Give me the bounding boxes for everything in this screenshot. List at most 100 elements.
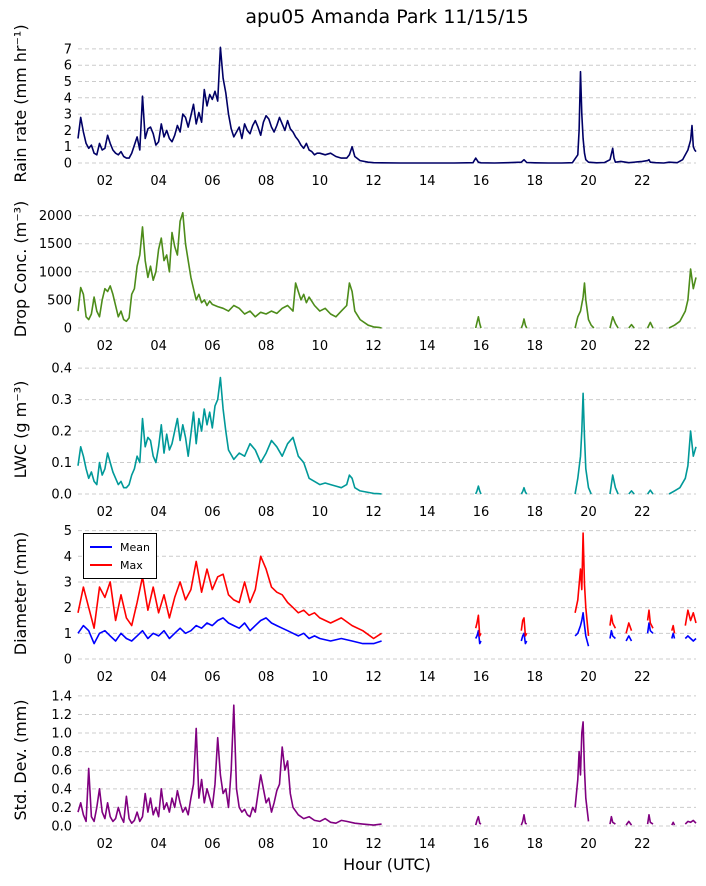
legend-entry-mean: Mean	[90, 538, 150, 556]
diam-series-mean-segment	[671, 632, 676, 639]
diam-series-max-segment	[520, 617, 528, 637]
lwc-xtick-label: 12	[365, 505, 382, 520]
std-ytick-label: 1.4	[51, 689, 72, 704]
diam-series-max-segment	[474, 614, 482, 637]
lwc-xtick-label: 16	[473, 505, 490, 520]
std-series-line-segment	[646, 813, 654, 825]
lwc-series-line-segment	[609, 474, 619, 495]
rain-y-axis-label: Rain rate (mm hr⁻¹)	[11, 24, 30, 182]
legend-entry-max: Max	[90, 556, 150, 574]
x-axis-label: Hour (UTC)	[343, 855, 431, 874]
diam-xtick-label: 18	[527, 670, 544, 685]
diam-series-max-segment	[684, 609, 697, 626]
conc-series-line-segment	[668, 268, 697, 329]
conc-ytick-label: 1500	[39, 237, 72, 252]
rain-xtick-label: 22	[634, 174, 651, 189]
conc-ytick-label: 2000	[39, 209, 72, 224]
std-series-line-segment	[671, 821, 676, 826]
std-xtick-label: 16	[473, 837, 490, 852]
conc-series-line-segment	[646, 321, 654, 329]
rain-xtick-label: 06	[204, 174, 221, 189]
diam-series-max-segment	[77, 555, 383, 640]
std-xtick-label: 02	[97, 837, 114, 852]
lwc-xtick-label: 14	[419, 505, 436, 520]
std-series-line-segment	[684, 819, 697, 825]
conc-xtick-label: 18	[527, 339, 544, 354]
rain-xtick-label: 12	[365, 174, 382, 189]
std-series-line-segment	[574, 721, 590, 822]
lwc-series-line-segment	[574, 392, 592, 495]
conc-xtick-label: 10	[312, 339, 329, 354]
std-xtick-label: 18	[527, 837, 544, 852]
diam-series-mean-segment	[574, 611, 590, 647]
rain-xtick-label: 10	[312, 174, 329, 189]
conc-xtick-label: 08	[258, 339, 275, 354]
lwc-series-line-segment	[668, 430, 697, 495]
std-xtick-label: 14	[419, 837, 436, 852]
diam-series-max-segment	[646, 609, 654, 629]
std-ytick-label: 0.6	[51, 764, 72, 779]
lwc-xtick-label: 20	[580, 505, 597, 520]
conc-series-line-segment	[574, 282, 595, 329]
lwc-ytick-label: 0.3	[51, 393, 72, 408]
lwc-ytick-label: 0.1	[51, 456, 72, 471]
conc-xtick-label: 16	[473, 339, 490, 354]
std-ytick-label: 0.0	[51, 820, 72, 835]
diam-ytick-label: 3	[64, 575, 72, 590]
std-ytick-label: 1.2	[51, 708, 72, 723]
rain-xtick-label: 02	[97, 174, 114, 189]
lwc-ytick-label: 0.2	[51, 425, 72, 440]
rain-ytick-label: 7	[64, 42, 72, 57]
lwc-ytick-label: 0.4	[51, 362, 72, 377]
diam-series-max-segment	[625, 622, 633, 634]
diam-y-axis-label: Diameter (mm)	[11, 532, 30, 655]
lwc-series-line-segment	[628, 490, 635, 495]
lwc-xtick-label: 06	[204, 505, 221, 520]
legend-label-max: Max	[120, 558, 143, 572]
lwc-xtick-label: 08	[258, 505, 275, 520]
diam-ytick-label: 5	[64, 524, 72, 539]
diam-xtick-label: 12	[365, 670, 382, 685]
legend-label-mean: Mean	[120, 540, 150, 554]
rain-ytick-label: 3	[64, 108, 72, 123]
diam-xtick-label: 06	[204, 670, 221, 685]
lwc-series-line-segment	[77, 376, 382, 495]
rain-ytick-label: 6	[64, 59, 72, 74]
conc-xtick-label: 04	[150, 339, 167, 354]
diam-series-max-segment	[574, 532, 590, 636]
diam-series-mean-segment	[684, 635, 697, 642]
diam-xtick-label: 10	[312, 670, 329, 685]
diam-xtick-label: 16	[473, 670, 490, 685]
diam-series-max-segment	[609, 614, 617, 629]
rain-xtick-label: 18	[527, 174, 544, 189]
conc-series-line-segment	[628, 323, 635, 329]
diam-series-mean-segment	[77, 617, 382, 645]
std-ytick-label: 0.8	[51, 745, 72, 760]
diam-xtick-label: 22	[634, 670, 651, 685]
rain-xtick-label: 04	[150, 174, 167, 189]
rain-series-line-segment	[77, 46, 697, 164]
rain-ytick-label: 0	[64, 157, 72, 172]
legend-swatch-max	[90, 564, 112, 566]
lwc-y-axis-label: LWC (g m⁻³)	[11, 381, 30, 479]
std-xtick-label: 10	[312, 837, 329, 852]
std-series-line-segment	[609, 815, 616, 825]
lwc-xtick-label: 04	[150, 505, 167, 520]
diam-xtick-label: 08	[258, 670, 275, 685]
std-ytick-label: 1.0	[51, 727, 72, 742]
diam-series-mean-segment	[646, 622, 654, 634]
legend-swatch-mean	[90, 546, 112, 548]
rain-xtick-label: 14	[419, 174, 436, 189]
lwc-series-line-segment	[474, 485, 482, 495]
diam-ytick-label: 4	[64, 550, 72, 565]
diam-series-mean-segment	[625, 635, 633, 642]
std-xtick-label: 12	[365, 837, 382, 852]
lwc-series-line-segment	[520, 486, 528, 495]
diam-xtick-label: 02	[97, 670, 114, 685]
std-xtick-label: 22	[634, 837, 651, 852]
conc-xtick-label: 12	[365, 339, 382, 354]
diam-ytick-label: 0	[64, 653, 72, 668]
std-series-line-segment	[474, 815, 482, 826]
